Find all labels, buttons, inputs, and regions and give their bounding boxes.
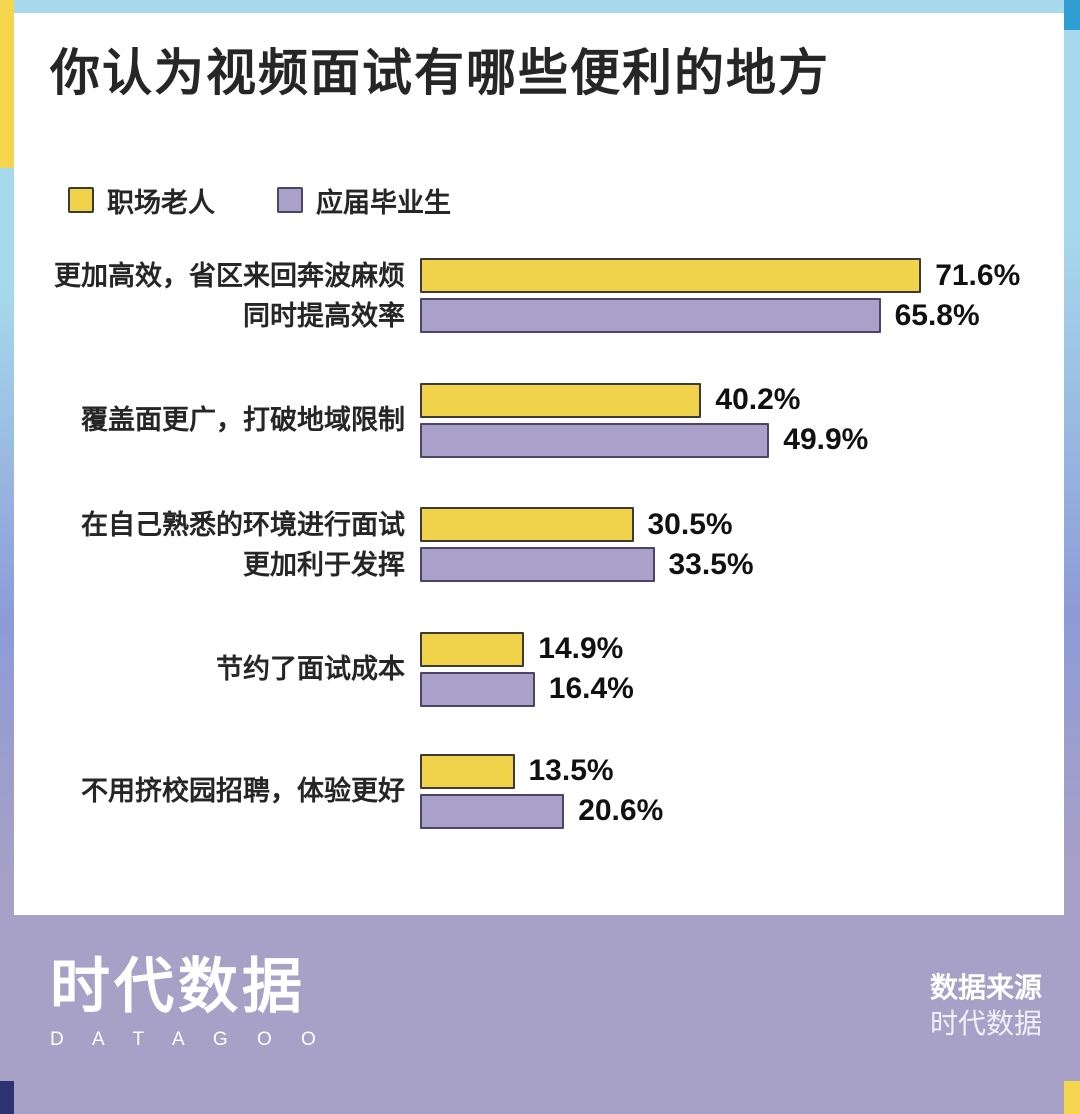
value-label: 40.2%	[715, 383, 801, 416]
bar-graduates	[420, 298, 881, 333]
legend-item-graduates: 应届毕业生	[277, 181, 451, 220]
frame-right-accent	[1064, 0, 1080, 915]
legend-swatch-purple	[277, 187, 303, 213]
bar-graduates	[420, 422, 770, 458]
data-source-value: 时代数据	[929, 1008, 1042, 1039]
bar-veterans	[420, 507, 634, 542]
bar-veterans	[420, 631, 525, 667]
value-label: 14.9%	[538, 632, 624, 665]
value-label: 65.8%	[894, 298, 980, 332]
category-label: 覆盖面更广，打破地域限制	[81, 405, 405, 435]
bottom-left-navy-accent	[0, 1081, 14, 1114]
value-label: 71.6%	[935, 258, 1021, 292]
value-label: 20.6%	[578, 794, 664, 827]
bottom-right-yellow-accent	[1064, 1081, 1080, 1114]
value-label: 33.5%	[668, 547, 754, 581]
bar-graduates	[420, 793, 565, 829]
logo-cn-text: 时代数据	[50, 953, 306, 1020]
category-label: 不用挤校园招聘，体验更好	[81, 776, 405, 806]
value-label: 13.5%	[528, 754, 614, 787]
datagoo-logo: 时代数据 D A T A G O O	[50, 957, 328, 1051]
bar-chart: 更加高效，省区来回奔波麻烦 同时提高效率 71.6% 65.8% 覆盖面更广，打…	[50, 256, 1064, 829]
frame-left-accent	[0, 0, 14, 915]
chart-row-cost: 节约了面试成本 14.9% 16.4%	[50, 631, 1064, 707]
logo-en-text: D A T A G O O	[50, 1029, 328, 1050]
data-source: 数据来源 时代数据	[930, 970, 1042, 1042]
footer: 时代数据 D A T A G O O 数据来源 时代数据	[0, 915, 1080, 1114]
data-source-label: 数据来源	[929, 972, 1042, 1003]
category-label: 在自己熟悉的环境进行面试 更加利于发挥	[81, 509, 405, 580]
legend: 职场老人 应届毕业生	[68, 181, 1064, 220]
chart-row-coverage: 覆盖面更广，打破地域限制 40.2% 49.9%	[50, 382, 1064, 458]
bar-graduates	[420, 671, 535, 707]
bar-group: 30.5% 33.5%	[420, 507, 1064, 582]
value-label: 30.5%	[647, 507, 733, 541]
value-label: 16.4%	[548, 672, 634, 705]
bar-veterans	[420, 258, 922, 293]
chart-card: 你认为视频面试有哪些便利的地方 职场老人 应届毕业生 更加高效，省区来回奔波麻烦…	[14, 13, 1064, 915]
legend-label-graduates: 应届毕业生	[316, 187, 451, 218]
frame-top-accent	[14, 0, 1064, 13]
legend-item-veterans: 职场老人	[68, 181, 215, 220]
bar-veterans	[420, 753, 515, 789]
category-label: 更加高效，省区来回奔波麻烦 同时提高效率	[54, 260, 405, 331]
bar-group: 71.6% 65.8%	[420, 258, 1064, 333]
chart-title: 你认为视频面试有哪些便利的地方	[50, 45, 830, 101]
chart-row-environment: 在自己熟悉的环境进行面试 更加利于发挥 30.5% 33.5%	[50, 505, 1064, 585]
bar-group: 13.5% 20.6%	[420, 753, 1064, 829]
chart-row-experience: 不用挤校园招聘，体验更好 13.5% 20.6%	[50, 753, 1064, 829]
chart-row-efficiency: 更加高效，省区来回奔波麻烦 同时提高效率 71.6% 65.8%	[50, 256, 1064, 336]
legend-label-veterans: 职场老人	[107, 187, 215, 218]
bar-graduates	[420, 547, 655, 582]
category-label: 节约了面试成本	[216, 654, 405, 684]
legend-swatch-yellow	[68, 187, 94, 213]
bar-group: 14.9% 16.4%	[420, 631, 1064, 707]
bar-veterans	[420, 382, 702, 418]
bar-group: 40.2% 49.9%	[420, 382, 1064, 458]
value-label: 49.9%	[783, 423, 869, 456]
